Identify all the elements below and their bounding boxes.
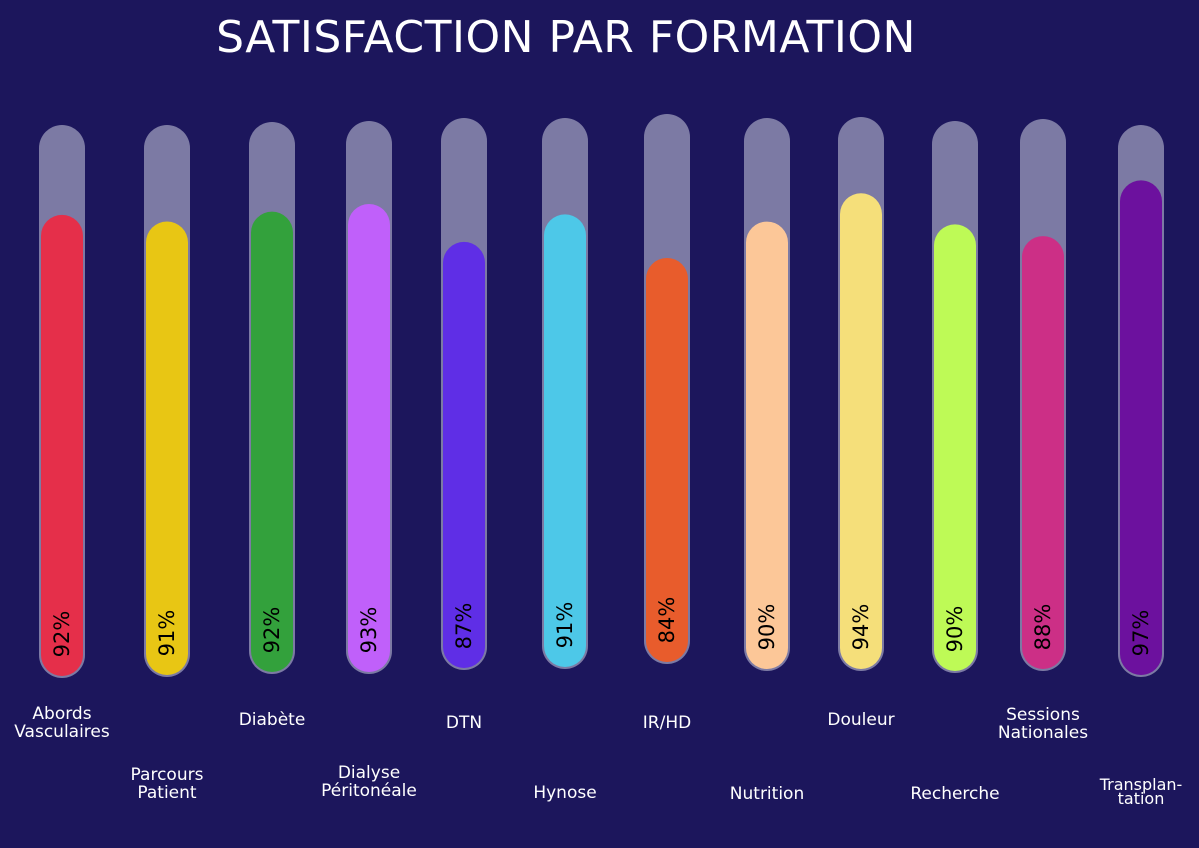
category-label-line: DTN	[445, 713, 483, 733]
bar-value-label: 88%	[1031, 604, 1055, 651]
bar-value-label: 84%	[655, 597, 679, 644]
category-label: Hynose	[485, 784, 645, 802]
category-label-line: Sessions	[1006, 705, 1080, 725]
category-label-line: Nutrition	[729, 784, 805, 804]
bar-value-label: 90%	[943, 606, 967, 653]
bar	[41, 214, 83, 676]
bar	[251, 211, 293, 672]
category-label: Dialyse Péritonéale	[289, 764, 449, 800]
category-label-line: Abords	[32, 704, 92, 724]
bar	[443, 241, 485, 668]
category-label: Abords Vasculaires	[0, 705, 142, 741]
bar	[1120, 180, 1162, 675]
category-label: Parcours Patient	[87, 766, 247, 802]
category-label-line: Transplan-	[1099, 775, 1183, 794]
bar-value-label: 87%	[452, 603, 476, 650]
bar-value-label: 91%	[553, 602, 577, 649]
bar	[934, 224, 976, 671]
bar	[746, 221, 788, 669]
category-label-line: Péritonéale	[321, 781, 417, 801]
bar	[544, 214, 586, 668]
bar	[646, 257, 688, 662]
chart-title: SATISFACTION PAR FORMATION	[216, 12, 916, 63]
bar	[1022, 236, 1064, 669]
category-label: Nutrition	[687, 785, 847, 803]
bar	[146, 221, 188, 675]
category-label-line: Recherche	[910, 784, 1000, 804]
category-label-line: Dialyse	[337, 763, 401, 783]
category-label-line: Parcours	[130, 765, 204, 785]
bar-value-label: 97%	[1129, 610, 1153, 657]
category-label: DTN	[384, 714, 544, 732]
category-label-line: Diabète	[238, 710, 306, 730]
bar-value-label: 94%	[849, 604, 873, 651]
category-label: Recherche	[875, 785, 1035, 803]
bar-value-label: 91%	[155, 610, 179, 657]
bar	[840, 193, 882, 669]
category-label: Transplan-tation	[1061, 775, 1199, 808]
category-label: Sessions Nationales	[963, 706, 1123, 742]
bar	[348, 203, 390, 673]
category-label: Douleur	[781, 711, 941, 729]
bar-value-label: 93%	[357, 607, 381, 654]
bar-value-label: 92%	[50, 611, 74, 658]
bar-value-label: 92%	[260, 607, 284, 654]
category-label-line: Vasculaires	[14, 722, 110, 742]
category-label-line: tation	[1117, 789, 1165, 808]
category-label-line: Nationales	[997, 723, 1089, 743]
category-label: IR/HD	[587, 714, 747, 732]
category-label-line: Hynose	[533, 783, 597, 803]
category-label: Diabète	[192, 711, 352, 729]
category-label-line: Patient	[137, 783, 197, 803]
bar-value-label: 90%	[755, 604, 779, 651]
category-label-line: IR/HD	[642, 713, 692, 733]
category-label-line: Douleur	[827, 710, 895, 730]
